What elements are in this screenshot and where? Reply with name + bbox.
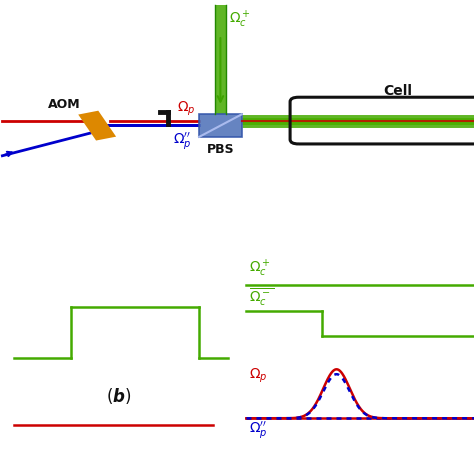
Text: $\Omega_p$: $\Omega_p$ bbox=[176, 99, 195, 118]
Text: PBS: PBS bbox=[207, 143, 234, 156]
Text: $\Omega_p$: $\Omega_p$ bbox=[249, 366, 267, 385]
Bar bbox=[78, 111, 116, 140]
Text: $(\boldsymbol{b})$: $(\boldsymbol{b})$ bbox=[106, 386, 131, 406]
Text: $\Omega_c^+$: $\Omega_c^+$ bbox=[229, 9, 251, 30]
Text: $\Omega_c^+$: $\Omega_c^+$ bbox=[249, 258, 271, 279]
Text: AOM: AOM bbox=[48, 98, 80, 110]
Text: $\Omega_p''$: $\Omega_p''$ bbox=[249, 419, 267, 441]
Bar bbox=[215, 5, 226, 114]
Bar bbox=[199, 114, 242, 137]
Text: $\Omega_p''$: $\Omega_p''$ bbox=[173, 131, 192, 152]
Text: Cell: Cell bbox=[383, 84, 412, 98]
Text: $\overline{\Omega_c^-}$: $\overline{\Omega_c^-}$ bbox=[249, 287, 274, 309]
